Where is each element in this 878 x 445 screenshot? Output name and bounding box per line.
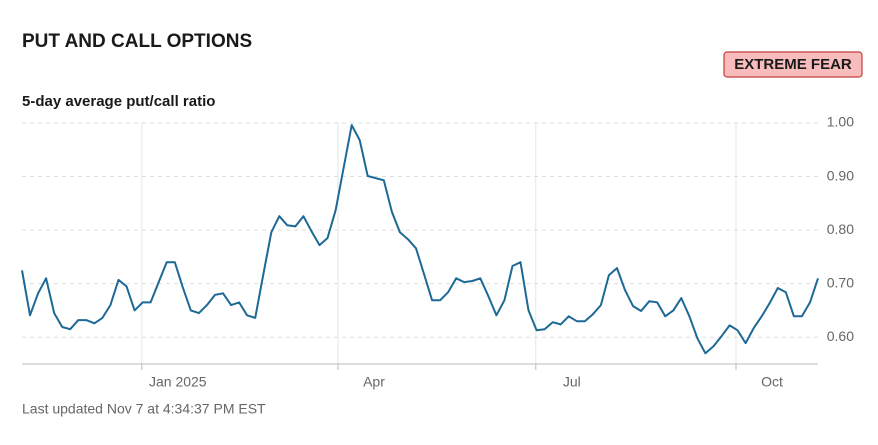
chart-title: PUT AND CALL OPTIONS — [22, 31, 252, 52]
x-tick-label: Oct — [761, 374, 783, 390]
line-series — [21, 124, 819, 355]
chart-subtitle: 5-day average put/call ratio — [22, 93, 215, 110]
y-tick-label: 0.70 — [827, 274, 854, 290]
y-tick-label: 0.60 — [827, 328, 854, 344]
rating-badge — [723, 51, 863, 78]
y-tick-label: 1.00 — [827, 114, 854, 130]
x-tick-label: Jul — [563, 374, 581, 390]
y-tick-label: 0.90 — [827, 167, 854, 183]
footer: Last updated Nov 7 at 4:34:37 PM EST — [22, 401, 266, 417]
x-tick-label: Apr — [363, 374, 385, 390]
rating-text: EXTREME FEAR — [734, 56, 852, 73]
y-tick-label: 0.80 — [827, 221, 854, 237]
x-tick-label: Jan 2025 — [149, 374, 207, 390]
